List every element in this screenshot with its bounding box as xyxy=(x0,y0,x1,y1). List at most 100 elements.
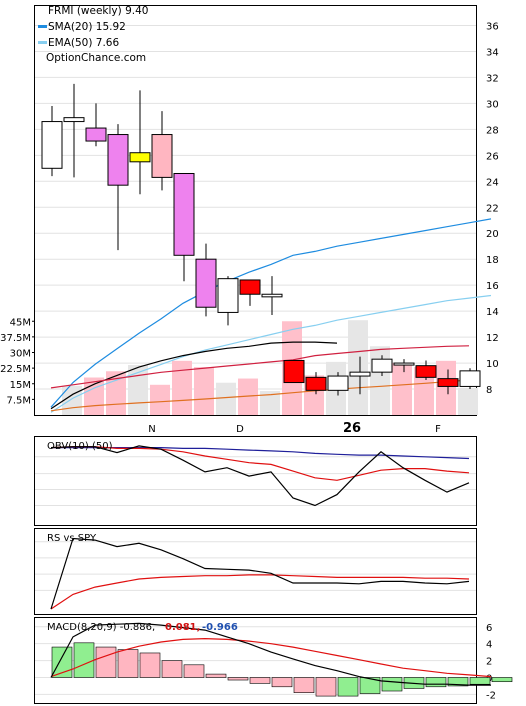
candle-body xyxy=(41,121,63,169)
price-legend: FRMI (weekly) 9.40 SMA(20) 15.92 EMA(50)… xyxy=(38,5,148,64)
obv-title: OBV(10) (50) xyxy=(47,441,113,452)
candle-body xyxy=(305,376,327,391)
macd-line xyxy=(50,622,491,686)
volume-bar xyxy=(194,367,214,415)
macd-histogram-bar xyxy=(447,677,469,687)
rs-title: RS vs SPY xyxy=(47,533,97,544)
rs-line xyxy=(50,574,470,610)
price-panel xyxy=(34,5,477,416)
macd-histogram-bar xyxy=(139,652,161,678)
price-axis-tick: 12 xyxy=(486,333,499,344)
macd-histogram-bar xyxy=(315,677,337,697)
volume-axis-tick: 30M xyxy=(10,349,31,360)
macd-signal-line xyxy=(50,637,492,678)
macd-histogram-bar xyxy=(337,677,359,697)
macd-hist-value: -0.966 xyxy=(202,622,238,633)
candle-body xyxy=(151,134,173,178)
volume-axis-tick: 22.5M xyxy=(0,364,31,375)
price-axis-tick: 28 xyxy=(486,125,499,136)
price-axis-tick: 32 xyxy=(486,73,499,84)
x-axis-label: D xyxy=(236,424,244,435)
candle-body xyxy=(371,358,393,373)
macd-histogram-bar xyxy=(271,677,293,688)
volume-bar xyxy=(436,360,456,415)
candle-body xyxy=(327,375,349,391)
ema-legend-label: EMA(50) 7.66 xyxy=(48,37,119,49)
volume-bar xyxy=(150,384,170,415)
macd-histogram-bar xyxy=(381,677,403,692)
volume-bar xyxy=(392,362,412,415)
volume-bar xyxy=(172,360,192,415)
volume-bar xyxy=(458,387,478,415)
macd-axis-tick: 6 xyxy=(486,623,492,634)
macd-histogram-bar xyxy=(95,646,117,678)
candle-body xyxy=(261,293,283,298)
volume-ma-short xyxy=(50,341,338,410)
volume-axis-tick: 15M xyxy=(10,380,31,391)
x-axis-label: N xyxy=(148,424,155,435)
volume-axis-tick: 7.5M xyxy=(6,395,31,406)
volume-bar xyxy=(62,385,82,415)
price-axis-tick: 18 xyxy=(486,255,499,266)
x-axis-label: F xyxy=(435,424,441,435)
price-axis-tick: 34 xyxy=(486,47,499,58)
macd-histogram-bar xyxy=(117,649,139,678)
obv-panel xyxy=(34,436,477,526)
volume-bar xyxy=(414,367,434,415)
macd-histogram-bar xyxy=(469,677,491,685)
macd-histogram-bar xyxy=(425,677,447,688)
sma-swatch xyxy=(38,25,47,28)
price-axis-tick: 16 xyxy=(486,281,499,292)
volume-bar xyxy=(370,346,390,415)
x-axis-label: 26 xyxy=(343,421,361,436)
candle-body xyxy=(393,362,415,366)
volume-axis-tick: 45M xyxy=(10,317,31,328)
candle-body xyxy=(129,152,151,163)
candle-body xyxy=(85,127,107,142)
candle-body xyxy=(349,371,371,377)
price-axis-tick: 26 xyxy=(486,151,499,162)
ema-swatch xyxy=(38,41,47,44)
macd-histogram-bar xyxy=(51,646,73,678)
macd-histogram-bar xyxy=(227,677,249,681)
price-axis-tick: 8 xyxy=(486,385,492,396)
volume-ma-long xyxy=(50,379,470,412)
candle-body xyxy=(63,117,85,123)
macd-histogram-bar xyxy=(359,677,381,694)
volume-bar xyxy=(260,391,280,415)
obv-line xyxy=(50,446,470,481)
macd-axis-tick: -2 xyxy=(486,690,496,701)
macd-axis-tick: 4 xyxy=(486,640,492,651)
macd-histogram-bar xyxy=(161,660,183,678)
macd-histogram-bar xyxy=(491,677,513,683)
price-axis-tick: 22 xyxy=(486,203,499,214)
volume-bar xyxy=(216,382,236,415)
macd-histogram-bar xyxy=(205,673,227,678)
price-axis-tick: 30 xyxy=(486,99,499,110)
candle-body xyxy=(173,172,195,256)
macd-histogram-bar xyxy=(183,664,205,678)
candle-body xyxy=(107,134,129,186)
price-axis-tick: 10 xyxy=(486,359,499,370)
volume-ma-mid xyxy=(50,345,470,389)
candle-body xyxy=(239,279,261,295)
price-axis-tick: 14 xyxy=(486,307,499,318)
macd-title: MACD(8,20,9) -0.886, xyxy=(47,622,155,633)
volume-bar xyxy=(238,378,258,415)
macd-histogram-bar xyxy=(249,677,271,684)
obv-line xyxy=(51,447,470,460)
price-axis-tick: 36 xyxy=(486,21,499,32)
chart-title: FRMI (weekly) 9.40 xyxy=(48,5,148,17)
rs-line xyxy=(50,537,470,610)
obv-line xyxy=(50,445,470,507)
macd-histogram-bar xyxy=(73,642,95,678)
candle-body xyxy=(459,370,481,387)
price-axis-tick: 20 xyxy=(486,229,499,240)
candle-body xyxy=(217,278,239,313)
source-watermark: OptionChance.com xyxy=(46,52,146,64)
candle-body xyxy=(437,378,459,387)
volume-bar xyxy=(348,320,368,415)
macd-axis-tick: 2 xyxy=(486,657,492,668)
macd-signal-value: 0.081, xyxy=(165,622,200,633)
